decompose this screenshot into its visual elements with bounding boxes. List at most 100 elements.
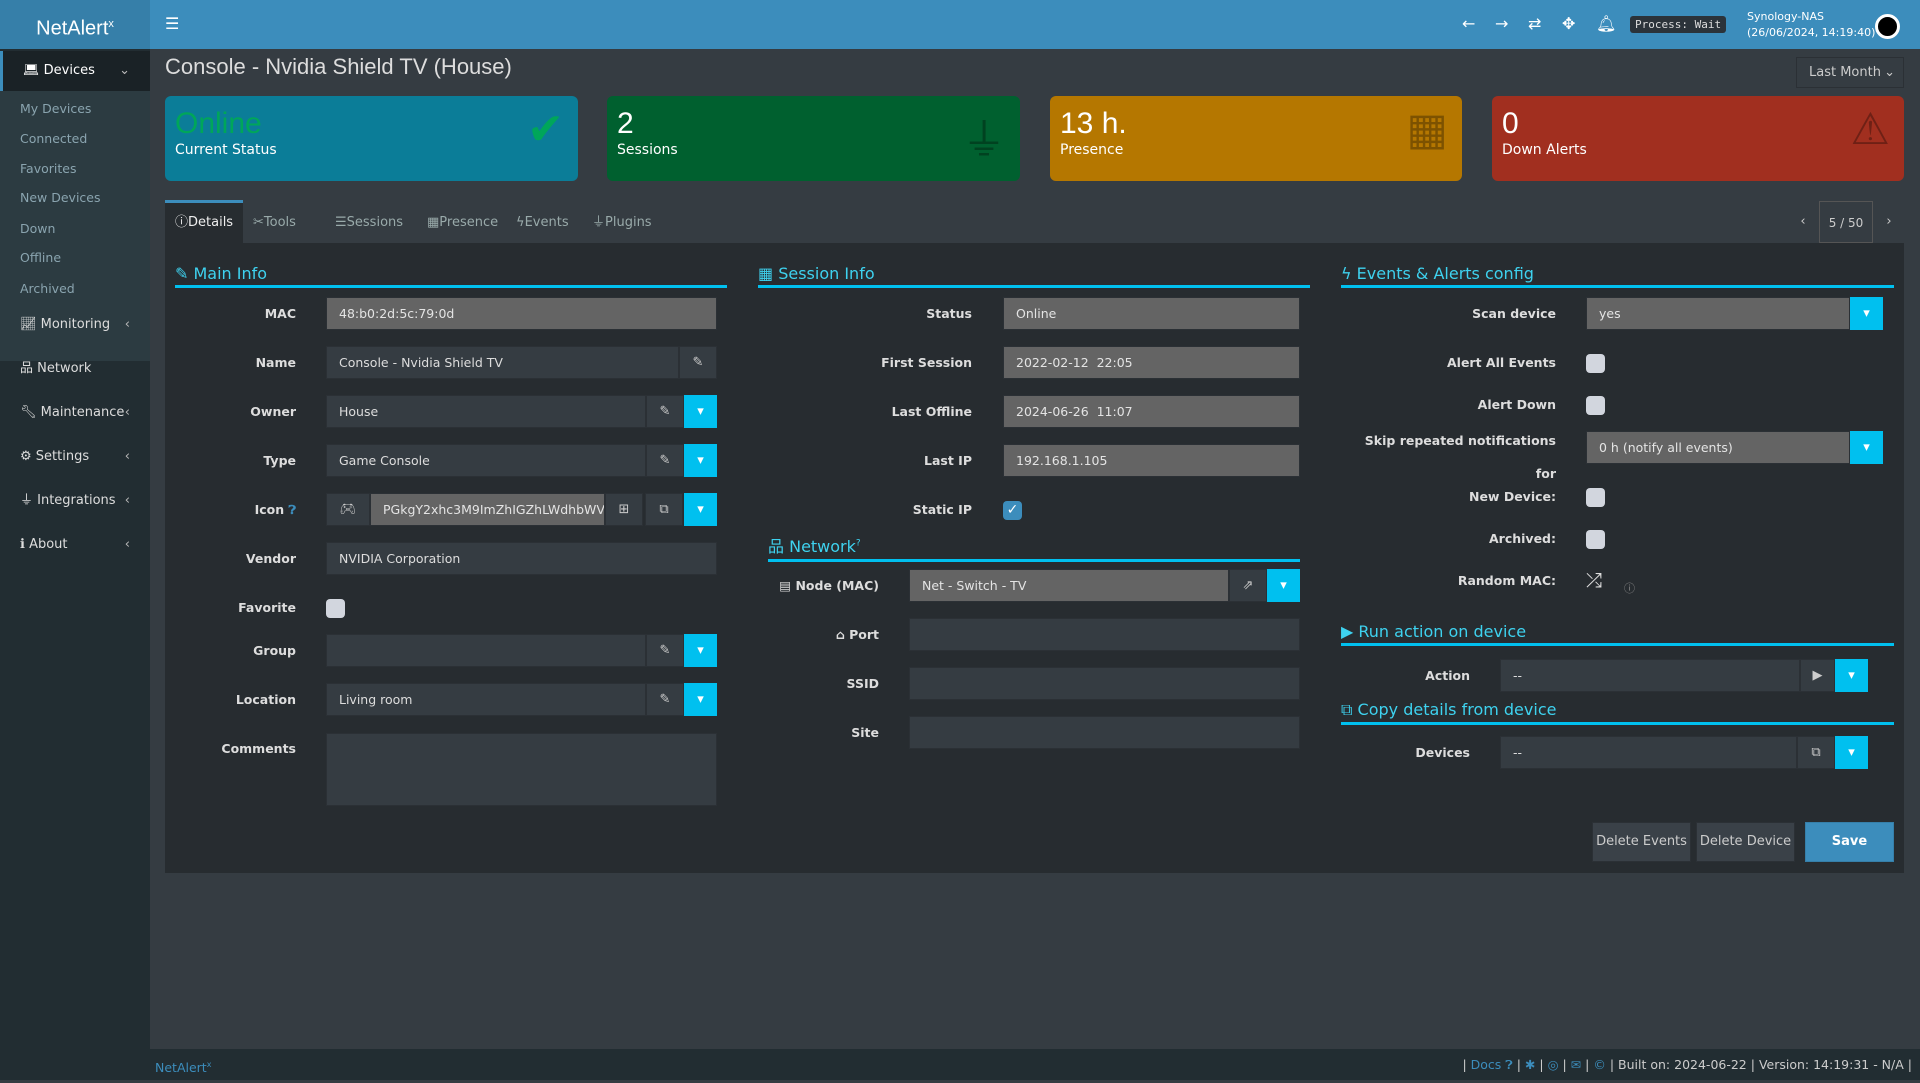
- submenu-archived[interactable]: Archived: [20, 281, 75, 296]
- favorite-checkbox[interactable]: [326, 599, 345, 618]
- alert-all-checkbox[interactable]: [1586, 354, 1605, 373]
- tab-tools[interactable]: ✂Tools: [243, 200, 306, 243]
- edit-location-button[interactable]: ✎: [646, 683, 684, 716]
- docs-link[interactable]: Docs: [1470, 1057, 1502, 1072]
- bell-icon[interactable]: 🔔︎: [1596, 14, 1617, 33]
- sidebar-item-maintenance[interactable]: 🔧︎ Maintenance ‹: [0, 395, 150, 431]
- arrow-right-icon[interactable]: →: [1495, 14, 1509, 33]
- refresh-icon[interactable]: ⇄: [1528, 14, 1542, 33]
- sidebar-item-settings[interactable]: ⚙ Settings ‹: [0, 439, 150, 475]
- port-label-text: Port: [849, 627, 879, 642]
- save-button[interactable]: Save: [1805, 822, 1894, 862]
- mail-icon[interactable]: ✉: [1570, 1057, 1582, 1072]
- help-icon[interactable]: ?: [855, 538, 861, 549]
- static-ip-checkbox[interactable]: ✓: [1003, 501, 1022, 520]
- submenu-new-devices[interactable]: New Devices: [20, 190, 101, 205]
- user-avatar[interactable]: [1875, 14, 1900, 39]
- delete-events-button[interactable]: Delete Events: [1592, 822, 1691, 862]
- tab-plugins[interactable]: ⏚Plugins: [582, 200, 662, 243]
- submenu-offline[interactable]: Offline: [20, 250, 62, 265]
- owner-field[interactable]: House: [326, 395, 646, 428]
- tab-presence[interactable]: ▦Presence: [417, 200, 508, 243]
- copy-devices-select[interactable]: --: [1500, 736, 1797, 769]
- run-action-button[interactable]: ▶: [1800, 659, 1835, 692]
- last-offline-label: Last Offline: [891, 404, 972, 419]
- bug-icon[interactable]: ✱: [1524, 1057, 1536, 1072]
- new-device-checkbox[interactable]: [1586, 488, 1605, 507]
- node-dropdown-button[interactable]: ▾: [1267, 569, 1300, 602]
- submenu-favorites[interactable]: Favorites: [20, 161, 77, 176]
- arrow-left-icon[interactable]: ←: [1462, 14, 1476, 33]
- location-dropdown-button[interactable]: ▾: [684, 683, 717, 716]
- edit-owner-button[interactable]: ✎: [646, 395, 684, 428]
- menu-icon[interactable]: ☰: [165, 14, 180, 33]
- sidebar-item-about[interactable]: ℹ About ‹: [0, 527, 150, 563]
- type-dropdown-button[interactable]: ▾: [684, 444, 717, 477]
- help-icon[interactable]: ❓︎: [1501, 1057, 1513, 1072]
- group-field[interactable]: [326, 634, 646, 667]
- delete-device-button[interactable]: Delete Device: [1696, 822, 1795, 862]
- location-field[interactable]: Living room: [326, 683, 646, 716]
- ssid-field[interactable]: [909, 667, 1300, 700]
- next-device-button[interactable]: ›: [1886, 214, 1892, 229]
- alert-down-checkbox[interactable]: [1586, 396, 1605, 415]
- info-icon[interactable]: ⓘ: [1624, 582, 1635, 595]
- edit-type-button[interactable]: ✎: [646, 444, 684, 477]
- status-card[interactable]: Online Current Status ✔: [165, 96, 578, 181]
- icon-field[interactable]: PGkgY2xhc3M9ImZhIGZhLWdhbWVw: [370, 493, 605, 526]
- action-label: Action: [1425, 668, 1470, 683]
- laptop-icon: 💻︎: [23, 63, 44, 78]
- sidebar-item-devices[interactable]: 💻︎ Devices ⌄: [0, 51, 150, 91]
- archived-checkbox[interactable]: [1586, 530, 1605, 549]
- move-icon[interactable]: ✥: [1562, 14, 1576, 33]
- sidebar-item-network[interactable]: 品 Network: [0, 351, 150, 387]
- github-icon[interactable]: ◎: [1547, 1057, 1559, 1072]
- sessions-card[interactable]: 2 Sessions ⏚: [607, 96, 1020, 181]
- go-to-node-button[interactable]: ⇗: [1229, 569, 1267, 602]
- node-field[interactable]: Net - Switch - TV: [909, 569, 1229, 602]
- skip-dropdown-button[interactable]: ▾: [1850, 431, 1883, 464]
- comments-label: Comments: [221, 741, 296, 756]
- help-icon[interactable]: ❓︎: [284, 502, 296, 517]
- down-alerts-card[interactable]: 0 Down Alerts ⚠: [1492, 96, 1904, 181]
- group-dropdown-button[interactable]: ▾: [684, 634, 717, 667]
- sidebar-item-label: Devices: [43, 63, 95, 78]
- period-select[interactable]: Last Month ⌄: [1796, 57, 1904, 88]
- section-title: Events & Alerts config: [1356, 264, 1534, 283]
- archived-label: Archived:: [1488, 531, 1556, 546]
- devices-dropdown-button[interactable]: ▾: [1835, 736, 1868, 769]
- submenu-my-devices[interactable]: My Devices: [20, 101, 92, 116]
- action-select[interactable]: --: [1500, 659, 1800, 692]
- skip-notifications-select[interactable]: 0 h (notify all events): [1586, 431, 1850, 464]
- copyright-icon[interactable]: ©: [1593, 1057, 1606, 1072]
- edit-group-button[interactable]: ✎: [646, 634, 684, 667]
- submenu-down[interactable]: Down: [20, 221, 56, 236]
- copy-details-button[interactable]: ⧉: [1797, 736, 1835, 769]
- port-field[interactable]: [909, 618, 1300, 651]
- tab-details[interactable]: ⓘDetails: [165, 200, 243, 243]
- tab-events[interactable]: ϟEvents: [506, 200, 579, 243]
- submenu-connected[interactable]: Connected: [20, 131, 88, 146]
- prev-device-button[interactable]: ‹: [1800, 214, 1806, 229]
- vendor-field[interactable]: NVIDIA Corporation: [326, 542, 717, 575]
- footer-brand[interactable]: NetAlertx: [155, 1049, 211, 1083]
- add-icon-button[interactable]: ⊞: [605, 493, 643, 526]
- presence-card[interactable]: 13 h. Presence ▦: [1050, 96, 1462, 181]
- scan-device-select[interactable]: yes: [1586, 297, 1850, 330]
- card-label: Presence: [1060, 142, 1124, 158]
- copy-icon-button[interactable]: ⧉: [645, 493, 683, 526]
- comments-field[interactable]: [326, 733, 717, 806]
- sidebar-item-integrations[interactable]: ⏚ Integrations ‹: [0, 483, 150, 519]
- edit-name-button[interactable]: ✎: [679, 346, 717, 379]
- period-value: Last Month: [1809, 65, 1881, 80]
- app-logo[interactable]: NetAlertx: [0, 0, 150, 49]
- tab-sessions[interactable]: ☰Sessions: [325, 200, 413, 243]
- action-dropdown-button[interactable]: ▾: [1835, 659, 1868, 692]
- type-field[interactable]: Game Console: [326, 444, 646, 477]
- icon-dropdown-button[interactable]: ▾: [684, 493, 717, 526]
- site-field[interactable]: [909, 716, 1300, 749]
- owner-dropdown-button[interactable]: ▾: [684, 395, 717, 428]
- name-field[interactable]: Console - Nvidia Shield TV: [326, 346, 679, 379]
- scan-dropdown-button[interactable]: ▾: [1850, 297, 1883, 330]
- sidebar-item-monitoring[interactable]: 📈︎ Monitoring ‹: [0, 307, 150, 343]
